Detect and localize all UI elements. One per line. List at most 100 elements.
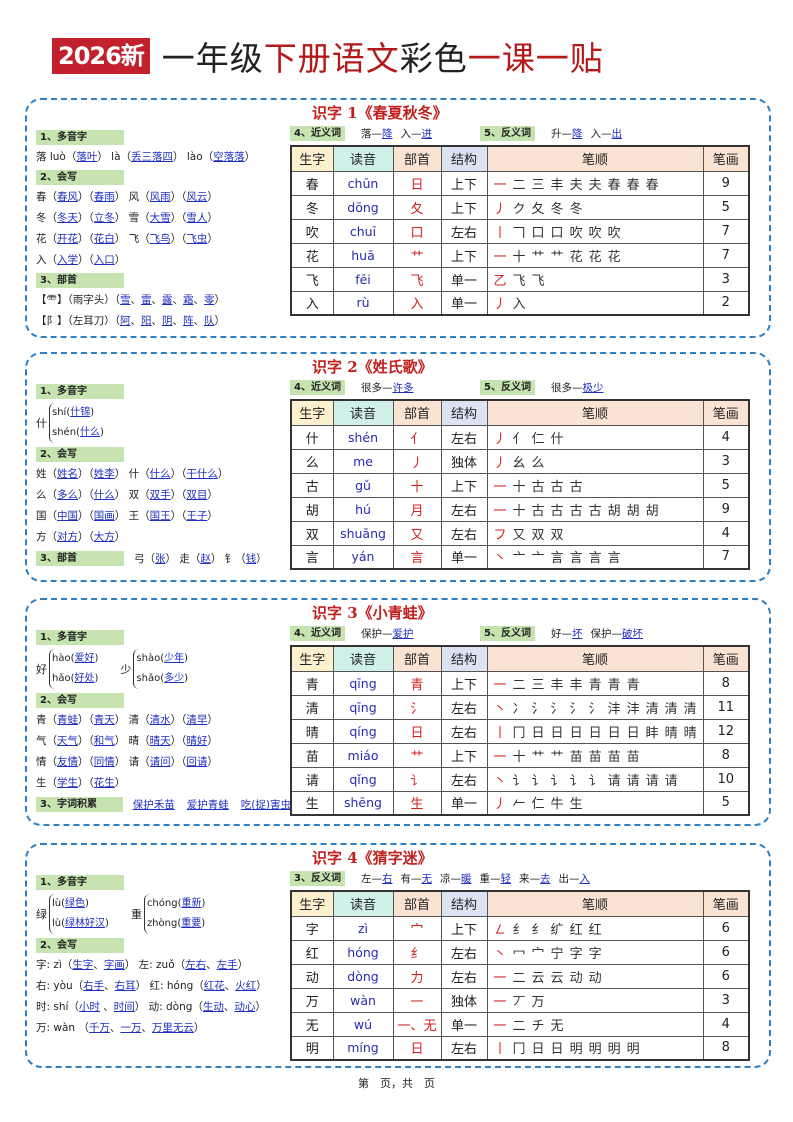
word-link[interactable]: 风云 [186, 191, 208, 203]
word-link[interactable]: 国王 [149, 510, 171, 522]
word-link[interactable]: 少年 [164, 653, 185, 664]
word-link[interactable]: 红花 [203, 980, 225, 992]
word-link[interactable]: 零 [204, 294, 215, 306]
word-link[interactable]: 春风 [57, 191, 78, 203]
word-link[interactable]: 霜 [183, 294, 194, 306]
word-link[interactable]: 去 [539, 872, 551, 885]
word-link[interactable]: 爱好 [74, 653, 95, 664]
word-link[interactable]: 什锦 [70, 407, 91, 418]
word-link[interactable]: 什么 [79, 427, 100, 438]
word-link[interactable]: 右耳 [114, 980, 136, 992]
word-link[interactable]: 破坏 [621, 627, 643, 640]
word-link[interactable]: 清早 [186, 714, 208, 726]
word-link[interactable]: 青蛙 [57, 714, 78, 726]
word-link[interactable]: 生动 [202, 1001, 224, 1013]
word-link[interactable]: 清水 [149, 714, 171, 726]
word-link[interactable]: 开花 [57, 233, 78, 245]
word-link[interactable]: 钱 [245, 553, 257, 565]
word-link[interactable]: 花生 [93, 777, 115, 789]
word-link[interactable]: 什么 [93, 489, 115, 501]
word-link[interactable]: 生字 [72, 959, 94, 971]
word-link[interactable]: 对方 [57, 531, 78, 543]
word-link[interactable]: 飞鸟 [149, 233, 171, 245]
word-link[interactable]: 多少 [164, 673, 185, 684]
word-link[interactable]: 落叶 [76, 151, 98, 163]
word-link[interactable]: 露 [162, 294, 173, 306]
word-link[interactable]: 极少 [582, 381, 604, 394]
word-link[interactable]: 空落落 [213, 151, 245, 163]
word-link[interactable]: 什么 [149, 468, 171, 480]
word-link[interactable]: 阿 [120, 315, 131, 327]
word-link[interactable]: 左手 [216, 959, 238, 971]
word-link[interactable]: 火红 [235, 980, 257, 992]
word-link[interactable]: 绿色 [65, 898, 86, 909]
word-link[interactable]: 右 [381, 872, 393, 885]
word-link[interactable]: 左右 [185, 959, 207, 971]
word-link[interactable]: 风雨 [149, 191, 171, 203]
word-link[interactable]: 爱护 [392, 627, 414, 640]
word-link[interactable]: 姓名 [57, 468, 78, 480]
word-link[interactable]: 降 [571, 127, 583, 140]
word-link[interactable]: 立冬 [93, 212, 115, 224]
word-link[interactable]: 雪人 [186, 212, 208, 224]
word-link[interactable]: 双目 [186, 489, 208, 501]
word-link[interactable]: 王子 [186, 510, 208, 522]
word-link[interactable]: 入 [579, 872, 590, 885]
word-link[interactable]: 坏 [571, 627, 583, 640]
word-link[interactable]: 请问 [149, 756, 171, 768]
word-link[interactable]: 阴 [162, 315, 173, 327]
word-link[interactable]: 小时 [78, 1001, 100, 1013]
word-link[interactable]: 学生 [57, 777, 78, 789]
word-link[interactable]: 中国 [57, 510, 78, 522]
word-link[interactable]: 同情 [93, 756, 115, 768]
word-link[interactable]: 时间 [113, 1001, 135, 1013]
word-link[interactable]: 阳 [141, 315, 152, 327]
word-link[interactable]: 春雨 [93, 191, 115, 203]
word-link[interactable]: 暖 [460, 872, 472, 885]
word-link[interactable]: 吃(捉)害虫 [240, 799, 291, 811]
word-link[interactable]: 进 [421, 127, 432, 140]
word-link[interactable]: 国画 [93, 510, 115, 522]
word-link[interactable]: 回请 [186, 756, 208, 768]
word-link[interactable]: 雷 [141, 294, 152, 306]
word-link[interactable]: 双手 [149, 489, 171, 501]
word-link[interactable]: 冬天 [57, 212, 78, 224]
word-link[interactable]: 轻 [500, 872, 511, 885]
word-link[interactable]: 重新 [181, 898, 202, 909]
word-link[interactable]: 飞虫 [186, 233, 208, 245]
word-link[interactable]: 绿林好汉 [65, 918, 106, 929]
word-link[interactable]: 干什么 [186, 468, 218, 480]
word-link[interactable]: 晴天 [149, 735, 171, 747]
word-link[interactable]: 友情 [57, 756, 78, 768]
word-link[interactable]: 无 [421, 872, 432, 885]
word-link[interactable]: 重要 [181, 918, 202, 929]
word-link[interactable]: 大雪 [149, 212, 171, 224]
word-link[interactable]: 大方 [93, 531, 115, 543]
word-link[interactable]: 爱护青蛙 [186, 799, 229, 811]
word-link[interactable]: 雪 [120, 294, 131, 306]
word-link[interactable]: 右手 [83, 980, 105, 992]
word-link[interactable]: 动心 [234, 1001, 256, 1013]
word-link[interactable]: 姓李 [93, 468, 115, 480]
word-link[interactable]: 入学 [57, 254, 78, 266]
word-link[interactable]: 许多 [392, 381, 414, 394]
word-link[interactable]: 万里无云 [151, 1022, 194, 1034]
word-link[interactable]: 晴好 [186, 735, 208, 747]
word-link[interactable]: 一万 [120, 1022, 142, 1034]
word-link[interactable]: 多么 [57, 489, 78, 501]
word-link[interactable]: 青天 [93, 714, 115, 726]
word-link[interactable]: 入口 [93, 254, 115, 266]
word-link[interactable]: 保护禾苗 [132, 799, 175, 811]
word-link[interactable]: 降 [381, 127, 393, 140]
word-link[interactable]: 花白 [93, 233, 115, 245]
word-link[interactable]: 赵 [200, 553, 211, 565]
word-link[interactable]: 阵 [183, 315, 194, 327]
word-link[interactable]: 张 [155, 553, 166, 565]
word-link[interactable]: 丢三落四 [131, 151, 174, 163]
word-link[interactable]: 好处 [74, 673, 95, 684]
word-link[interactable]: 出 [611, 127, 622, 140]
word-link[interactable]: 和气 [93, 735, 115, 747]
word-link[interactable]: 千万 [88, 1022, 110, 1034]
word-link[interactable]: 字画 [103, 959, 125, 971]
word-link[interactable]: 队 [204, 315, 215, 327]
